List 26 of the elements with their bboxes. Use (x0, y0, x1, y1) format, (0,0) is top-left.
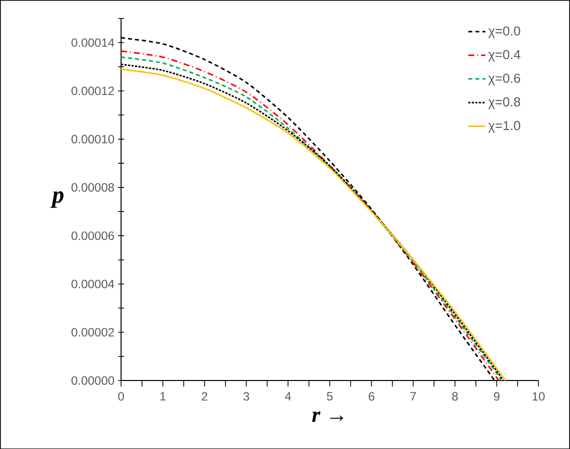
x-tick-label: 9 (494, 392, 500, 400)
y-tick-label: 0.00010 (72, 134, 114, 144)
y-tick-label: 0.00012 (72, 86, 114, 95)
x-tick-label: 1 (160, 392, 166, 400)
y-tick-label: 0.00014 (72, 38, 114, 47)
y-tick-label: 0.00000 (72, 376, 114, 385)
y-tick-label: 0.00008 (72, 183, 114, 192)
legend-label: χ=0.0 (488, 26, 520, 38)
y-axis-title: p (50, 191, 64, 208)
x-tick-label: 8 (452, 392, 458, 400)
x-tick-label: 5 (326, 392, 333, 400)
legend-label: χ=0.6 (488, 73, 520, 86)
legend-label: χ=0.8 (488, 97, 520, 109)
x-tick-label: 0 (118, 392, 124, 400)
x-tick-label: 3 (243, 392, 250, 400)
x-axis-title: r → (312, 411, 344, 422)
legend-label: χ=1.0 (488, 120, 520, 133)
x-tick-label: 4 (284, 392, 292, 400)
x-tick-label: 7 (410, 392, 416, 400)
x-tick-label: 10 (532, 392, 545, 400)
x-tick-label: 6 (368, 392, 374, 400)
legend-label: χ=0.4 (488, 50, 520, 62)
y-tick-label: 0.00002 (72, 328, 114, 336)
y-tick-label: 0.00006 (72, 231, 114, 240)
x-tick-label: 2 (202, 392, 208, 400)
y-tick-label: 0.00004 (72, 280, 114, 288)
